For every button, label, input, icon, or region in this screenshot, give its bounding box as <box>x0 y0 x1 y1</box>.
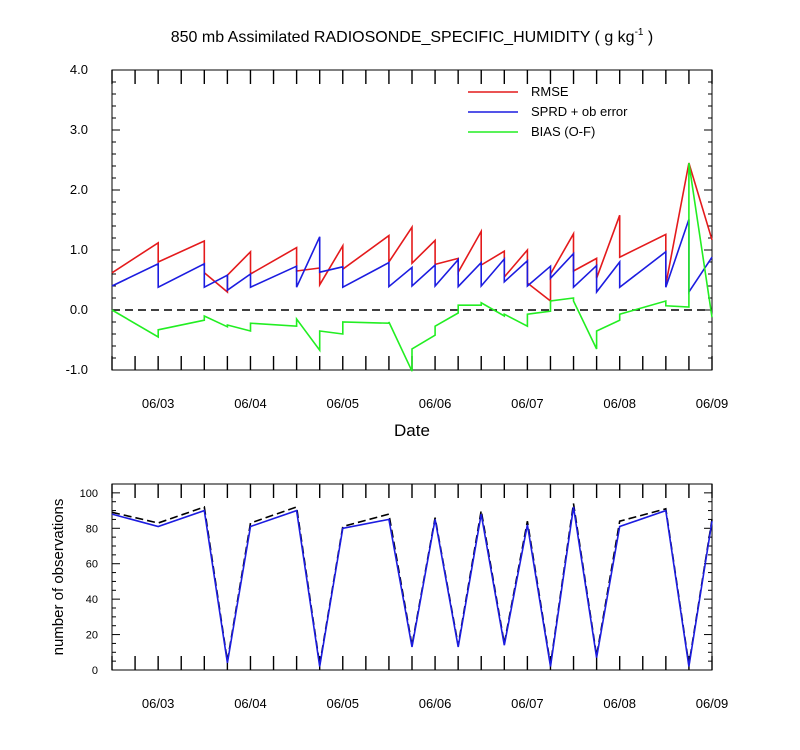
y-tick-label: 3.0 <box>70 122 88 137</box>
bottom-x-tick-labels: 06/03 06/04 06/05 06/06 06/07 06/08 06/09 <box>142 696 728 711</box>
chart-title: 850 mb Assimilated RADIOSONDE_SPECIFIC_H… <box>171 27 654 46</box>
y-tick-label: -1.0 <box>66 362 88 377</box>
y-tick-label: 0.0 <box>70 302 88 317</box>
top-axis-ticks <box>111 69 713 371</box>
y-tick-label: 2.0 <box>70 182 88 197</box>
x-axis-label: Date <box>394 421 430 440</box>
top-y-tick-labels: 4.0 3.0 2.0 1.0 0.0 -1.0 <box>66 62 88 377</box>
chart-title-sup: -1 <box>635 27 644 38</box>
x-tick-label: 06/04 <box>234 396 267 411</box>
y-tick-label: 100 <box>80 488 98 500</box>
y-tick-label: 1.0 <box>70 242 88 257</box>
y-tick-label: 40 <box>86 594 98 606</box>
x-tick-label: 06/09 <box>696 396 729 411</box>
y-tick-label: 4.0 <box>70 62 88 77</box>
x-tick-label: 06/07 <box>511 696 544 711</box>
x-tick-label: 06/09 <box>696 696 729 711</box>
bottom-y-tick-labels: 100 80 60 40 20 0 <box>80 488 98 677</box>
chart-title-main: 850 mb Assimilated RADIOSONDE_SPECIFIC_H… <box>171 29 635 46</box>
x-tick-label: 06/07 <box>511 396 544 411</box>
series-line-1 <box>111 506 713 667</box>
x-tick-label: 06/03 <box>142 396 175 411</box>
top-x-tick-labels: 06/03 06/04 06/05 06/06 06/07 06/08 06/09 <box>142 396 728 411</box>
x-tick-label: 06/04 <box>234 696 267 711</box>
bottom-axis-ticks <box>111 483 713 671</box>
series-line-0 <box>111 503 713 665</box>
x-tick-label: 06/06 <box>419 696 452 711</box>
legend-label-bias: BIAS (O-F) <box>531 124 595 139</box>
y-tick-label: 0 <box>92 665 98 677</box>
y-tick-label: 20 <box>86 630 98 642</box>
x-tick-label: 06/05 <box>326 396 359 411</box>
chart-title-end: ) <box>643 29 653 46</box>
series-line-1 <box>111 219 713 295</box>
x-tick-label: 06/06 <box>419 396 452 411</box>
top-series-group <box>111 162 713 372</box>
series-line-2 <box>111 162 713 372</box>
x-tick-label: 06/05 <box>326 696 359 711</box>
y-tick-label: 60 <box>86 559 98 571</box>
x-tick-label: 06/03 <box>142 696 175 711</box>
bottom-series-group <box>111 503 713 667</box>
legend: RMSE SPRD + ob error BIAS (O-F) <box>468 84 628 139</box>
legend-label-sprd: SPRD + ob error <box>531 104 628 119</box>
x-tick-label: 06/08 <box>603 696 636 711</box>
legend-label-rmse: RMSE <box>531 84 569 99</box>
y-tick-label: 80 <box>86 523 98 535</box>
bottom-y-axis-label: number of observations <box>50 499 67 656</box>
x-tick-label: 06/08 <box>603 396 636 411</box>
